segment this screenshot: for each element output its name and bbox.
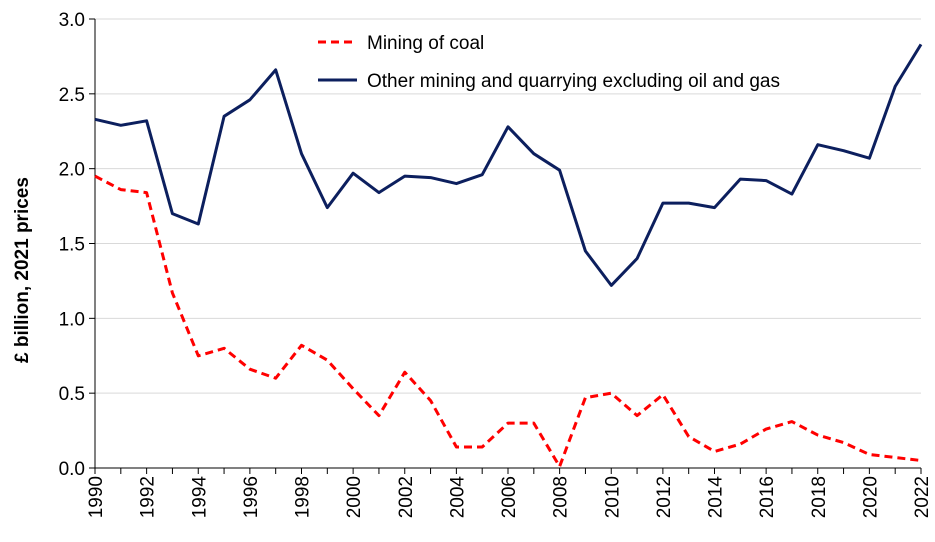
legend: Mining of coal Other mining and quarrying… bbox=[318, 33, 780, 92]
series-lines bbox=[94, 43, 923, 468]
axes: 0.0 0.5 1.0 1.5 2.0 2.5 3.0 1990 1992 1994 1996 199… bbox=[59, 10, 933, 518]
x-tick-label: 2002 bbox=[396, 476, 417, 518]
y-tick-label: 3.0 bbox=[59, 10, 85, 31]
x-tick-label: 1996 bbox=[241, 476, 262, 518]
x-tick-label: 2000 bbox=[344, 476, 365, 518]
x-tick-label: 2010 bbox=[602, 476, 623, 518]
legend-label-1: Other mining and quarrying excluding oil… bbox=[367, 71, 780, 92]
x-tick-label: 2006 bbox=[499, 476, 520, 518]
x-tick-label: 2008 bbox=[551, 476, 572, 518]
y-axis-title: £ billion, 2021 prices bbox=[12, 177, 33, 363]
x-tick-label: 1990 bbox=[86, 476, 107, 518]
y-tick-label: 0.0 bbox=[59, 459, 85, 480]
y-tick-label: 2.5 bbox=[59, 85, 85, 106]
x-tick-label: 2004 bbox=[447, 476, 468, 519]
x-tick-label: 1994 bbox=[189, 476, 210, 519]
y-tick-label: 2.0 bbox=[59, 160, 85, 181]
series-line-1 bbox=[94, 43, 923, 287]
x-tick-label: 2020 bbox=[860, 476, 881, 518]
x-tick-label: 1992 bbox=[138, 476, 159, 518]
x-tick-label: 2016 bbox=[757, 476, 778, 518]
y-tick-label: 1.5 bbox=[59, 235, 85, 256]
legend-label-0: Mining of coal bbox=[367, 33, 484, 54]
x-tick-label: 2012 bbox=[654, 476, 675, 518]
y-tick-label: 1.0 bbox=[59, 309, 85, 330]
y-tick-label: 0.5 bbox=[59, 384, 85, 405]
x-tick-label: 1998 bbox=[293, 476, 314, 518]
x-tick-label: 2018 bbox=[809, 476, 830, 518]
x-tick-label: 2014 bbox=[706, 476, 727, 519]
series-line-0 bbox=[94, 174, 922, 468]
gridlines bbox=[95, 18, 921, 394]
x-tick-label: 2022 bbox=[912, 476, 933, 518]
